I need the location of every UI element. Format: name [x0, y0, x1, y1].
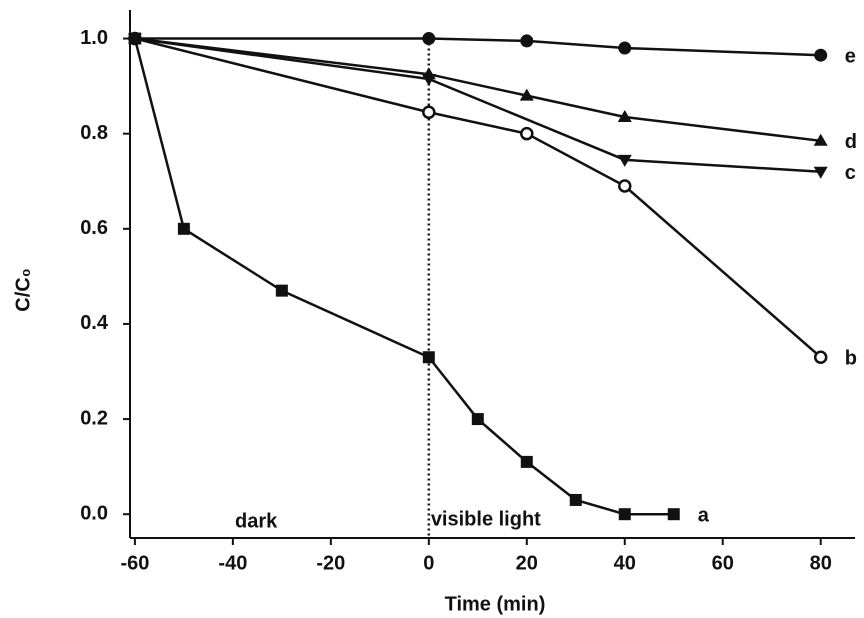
marker [813, 350, 828, 364]
marker [814, 48, 828, 62]
marker [520, 34, 534, 48]
marker [421, 67, 436, 80]
marker [422, 32, 436, 46]
series-label: d [845, 131, 857, 153]
marker [667, 508, 680, 521]
y-tick-label: 0.8 [80, 122, 108, 144]
marker [520, 126, 534, 141]
marker [471, 413, 484, 426]
marker [520, 455, 533, 468]
y-axis-label: C/C₀ [12, 268, 34, 311]
x-axis-label: Time (min) [445, 593, 546, 615]
series-line [134, 37, 821, 173]
series-label: b [845, 348, 857, 370]
x-tick-label: -20 [316, 552, 345, 574]
x-tick-label: 0 [423, 552, 434, 574]
series-label: a [698, 504, 710, 526]
y-tick-label: 0.6 [80, 217, 108, 239]
marker [618, 179, 632, 193]
y-tick-label: 0.4 [80, 312, 109, 334]
x-tick-label: 20 [516, 552, 538, 574]
marker [177, 222, 190, 235]
x-tick-label: -40 [218, 552, 247, 574]
marker [617, 154, 632, 167]
annotation: dark [235, 510, 278, 532]
y-tick-label: 0.2 [80, 407, 108, 429]
y-tick-label: 1.0 [80, 27, 108, 49]
marker [128, 32, 142, 46]
marker [422, 105, 436, 120]
series-line [134, 37, 822, 359]
marker [569, 493, 582, 506]
marker [519, 88, 534, 101]
x-tick-label: 60 [712, 552, 734, 574]
x-tick-label: 80 [810, 552, 832, 574]
series-label: c [845, 162, 856, 184]
marker [618, 41, 632, 55]
marker [813, 166, 828, 179]
marker [617, 110, 632, 123]
annotation: visible light [431, 508, 541, 530]
marker [422, 351, 435, 364]
series-label: e [845, 45, 856, 67]
marker [275, 284, 288, 297]
marker [618, 508, 631, 521]
y-tick-label: 0.0 [80, 502, 108, 524]
x-tick-label: -60 [120, 552, 149, 574]
x-tick-label: 40 [614, 552, 636, 574]
marker [813, 133, 828, 146]
